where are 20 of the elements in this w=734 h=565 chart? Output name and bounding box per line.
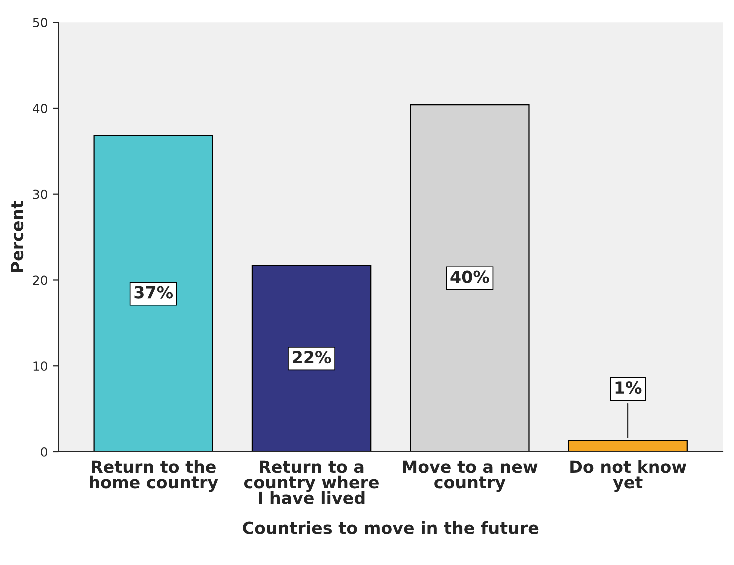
data-label: 37% <box>134 286 174 299</box>
bar <box>568 440 688 452</box>
x-axis-title: Countries to move in the future <box>243 521 539 534</box>
y-tick-label: 50 <box>33 18 48 28</box>
x-tick-label: Return to the home country <box>90 460 218 492</box>
data-label: 22% <box>293 351 332 364</box>
x-tick-label: Do not know yet <box>570 460 686 492</box>
x-tick-label: Return to a country where I have lived <box>244 460 379 504</box>
data-label: 40% <box>450 270 490 284</box>
x-tick-label: Move to a new country <box>403 460 538 492</box>
y-axis-title: Percent <box>11 201 24 272</box>
bar <box>94 135 214 452</box>
y-tick-label: 30 <box>33 190 48 200</box>
y-tick-label: 20 <box>33 276 48 286</box>
y-tick-label: 10 <box>34 362 48 372</box>
bar <box>252 265 372 452</box>
y-tick-label: 0 <box>41 447 48 457</box>
y-tick-label: 40 <box>33 104 48 114</box>
bar <box>410 104 530 452</box>
data-label: 1% <box>616 382 642 394</box>
